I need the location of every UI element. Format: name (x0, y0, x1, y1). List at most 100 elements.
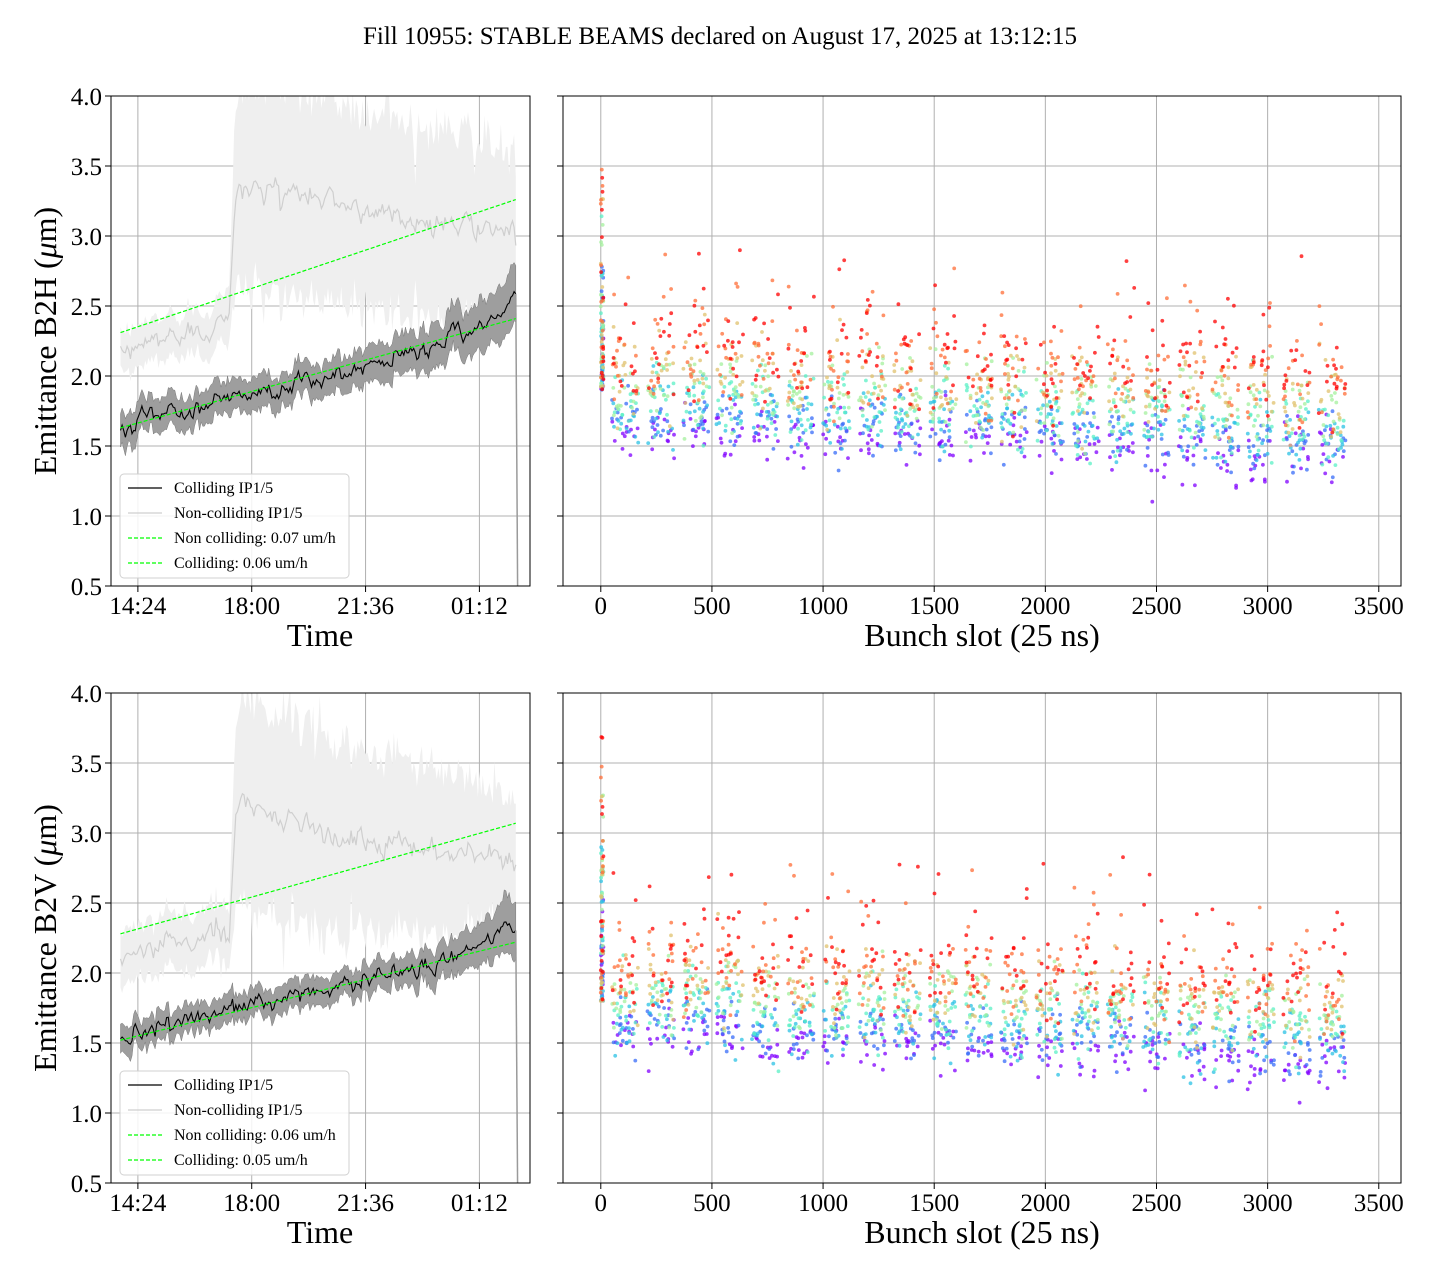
bunch-point (683, 340, 688, 344)
bunch-point (1090, 398, 1095, 403)
bunch-point (917, 443, 922, 448)
bunch-point (697, 323, 702, 328)
bunch-point (1298, 966, 1303, 970)
bunch-point (1189, 1052, 1194, 1057)
bunch-point (1000, 425, 1004, 430)
bunch-point (792, 450, 797, 455)
bunch-point (1059, 421, 1064, 426)
bunch-point (1105, 342, 1110, 347)
bunch-point (1342, 1069, 1347, 1074)
bunch-point (1321, 423, 1326, 427)
x-tick-label: 500 (693, 593, 731, 620)
bunch-point (835, 424, 840, 429)
bunch-point (1049, 1016, 1053, 1021)
bunch-point (1057, 963, 1062, 967)
bunch-point (1093, 960, 1097, 965)
bunch-point (611, 1040, 616, 1045)
bunch-point (1106, 1010, 1111, 1015)
bunch-point (1245, 431, 1250, 436)
bunch-point (1226, 1036, 1230, 1041)
bunch-point (715, 367, 720, 372)
bunch-point (1324, 1060, 1329, 1065)
bunch-point (973, 1014, 977, 1019)
bunch-point (786, 981, 791, 986)
bunch-point (1219, 374, 1223, 379)
bunch-point (729, 405, 734, 410)
bunch-point (772, 1007, 777, 1012)
bunch-point (858, 1031, 863, 1035)
bunch-point (1086, 1008, 1091, 1013)
bunch-point (1166, 354, 1170, 359)
bunch-point (736, 1023, 741, 1028)
bunch-point (703, 341, 708, 346)
bunch-point (1008, 442, 1013, 447)
bunch-point (1259, 1026, 1264, 1031)
bunch-point (1339, 1045, 1344, 1050)
bunch-point (1247, 455, 1252, 459)
bunch-point (1335, 1033, 1340, 1037)
bunch-point (1049, 986, 1053, 991)
bunch-point (669, 1008, 674, 1012)
bunch-point (792, 873, 796, 878)
bunch-point (765, 457, 770, 462)
bunch-point (1019, 986, 1023, 991)
bunch-point (834, 1007, 839, 1012)
bunch-point (939, 951, 943, 955)
bunch-point (1179, 393, 1184, 398)
bunch-point (1076, 1057, 1081, 1061)
bunch-point (1235, 1000, 1240, 1004)
plot-content (598, 735, 1347, 1105)
bunch-point (1217, 395, 1222, 399)
plot-content (119, 693, 519, 1183)
bunch-point (1129, 999, 1133, 1003)
bunch-point (775, 1042, 780, 1047)
bunch-point (1341, 455, 1345, 459)
bunch-point (841, 377, 845, 381)
bunch-point (1254, 434, 1259, 439)
bunch-point (1146, 394, 1150, 399)
bunch-point (1092, 1068, 1097, 1073)
bunch-point (1126, 445, 1131, 449)
bunch-point (619, 1004, 624, 1009)
bunch-point (701, 395, 705, 400)
bunch-point (756, 424, 760, 429)
bunch-point (822, 1034, 827, 1039)
bunch-point (858, 395, 863, 400)
bunch-point (1117, 1008, 1121, 1013)
bunch-point (988, 1006, 993, 1011)
bunch-point (1342, 1055, 1347, 1060)
bunch-point (1163, 1037, 1168, 1042)
bunch-point (1007, 972, 1012, 977)
bunch-point (867, 451, 871, 456)
bunch-point (775, 414, 780, 419)
bunch-point (1219, 368, 1224, 373)
bunch-point (831, 1005, 835, 1009)
bunch-point (834, 1033, 838, 1038)
bunch-point (1095, 324, 1100, 329)
bunch-point (1300, 420, 1305, 425)
bunch-point (1057, 372, 1062, 377)
bunch-point (691, 444, 695, 448)
bunch-point (1075, 453, 1080, 457)
bunch-point (805, 385, 810, 390)
bunch-point (688, 410, 692, 415)
bunch-point (867, 353, 871, 357)
bunch-point (1265, 947, 1270, 951)
bunch-point (1086, 376, 1090, 381)
bunch-point (1227, 980, 1232, 985)
bunch-point (1035, 1032, 1040, 1037)
bunch-point (1117, 989, 1122, 993)
bunch-point (968, 393, 973, 398)
bunch-point (1254, 397, 1259, 402)
bunch-point (840, 422, 845, 427)
bunch-point (731, 916, 736, 921)
bunch-point (619, 987, 623, 992)
bunch-point (1232, 974, 1237, 979)
bunch-point (668, 1013, 673, 1018)
bunch-point (1184, 947, 1188, 952)
bunch-point (1180, 448, 1185, 453)
bunch-point (1021, 393, 1025, 398)
bunch-point (1142, 902, 1146, 907)
bunch-point (1149, 468, 1154, 473)
bunch-point (1235, 407, 1240, 412)
